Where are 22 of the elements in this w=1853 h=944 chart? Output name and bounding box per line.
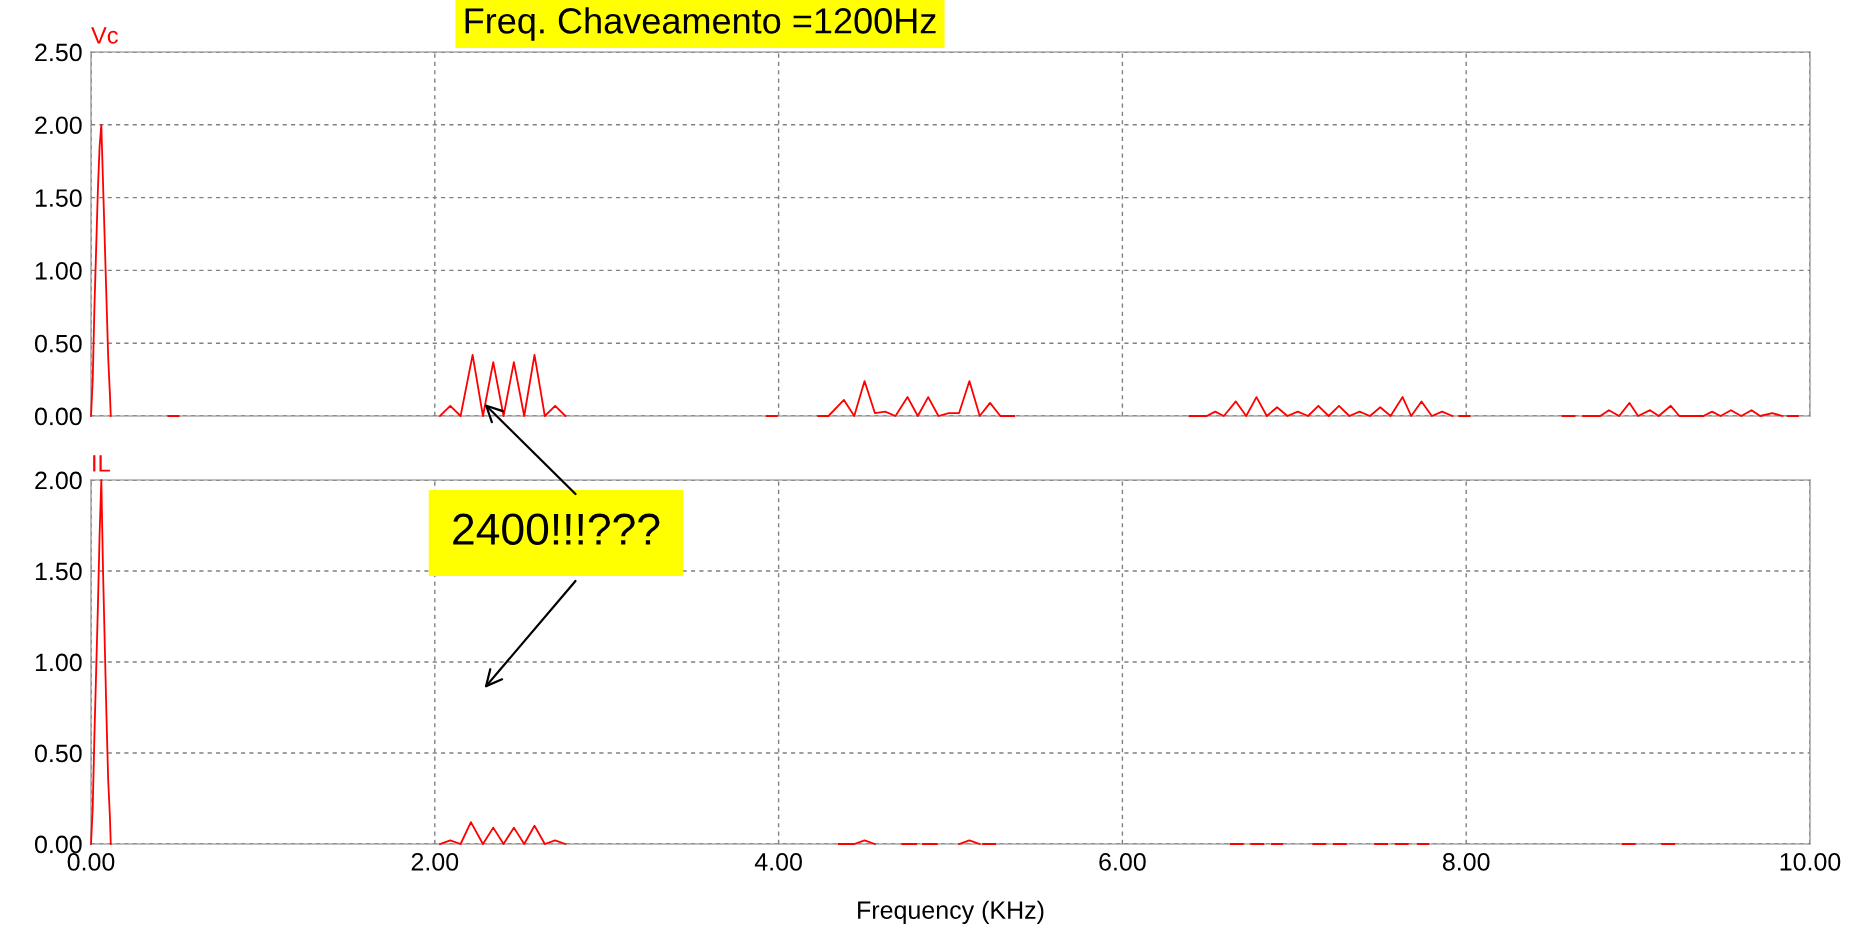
y-tick-label: 0.00 xyxy=(34,835,82,854)
y-tick-label: 2.00 xyxy=(35,116,82,135)
chart-title: Freq. Chaveamento =1200Hz xyxy=(465,7,936,41)
x-tick-label: 8.00 xyxy=(1442,852,1490,871)
x-tick-label: 2.00 xyxy=(411,852,459,871)
x-tick-label: 0.00 xyxy=(67,852,115,871)
y-tick-label: 2.50 xyxy=(35,43,82,62)
y-axis-title: Vc xyxy=(91,27,118,44)
annotation: 2400!!!??? xyxy=(453,513,660,545)
y-tick-label: 1.50 xyxy=(35,189,82,207)
x-tick-label: 6.00 xyxy=(1099,852,1146,871)
y-tick-label: 0.00 xyxy=(34,407,82,426)
y-tick-label: 0.50 xyxy=(34,334,82,353)
y-tick-label: 1.50 xyxy=(35,562,82,581)
y-tick-label: 1.00 xyxy=(35,262,82,280)
y-axis-title: IL xyxy=(93,455,110,472)
y-tick-label: 2.00 xyxy=(35,471,82,490)
x-tick-label: 4.00 xyxy=(754,852,802,871)
x-tick-label: 10.00 xyxy=(1780,852,1841,871)
x-axis-title: Frequency (KHz) xyxy=(858,900,1044,924)
y-tick-label: 1.00 xyxy=(35,653,82,672)
y-tick-label: 0.50 xyxy=(34,744,82,763)
